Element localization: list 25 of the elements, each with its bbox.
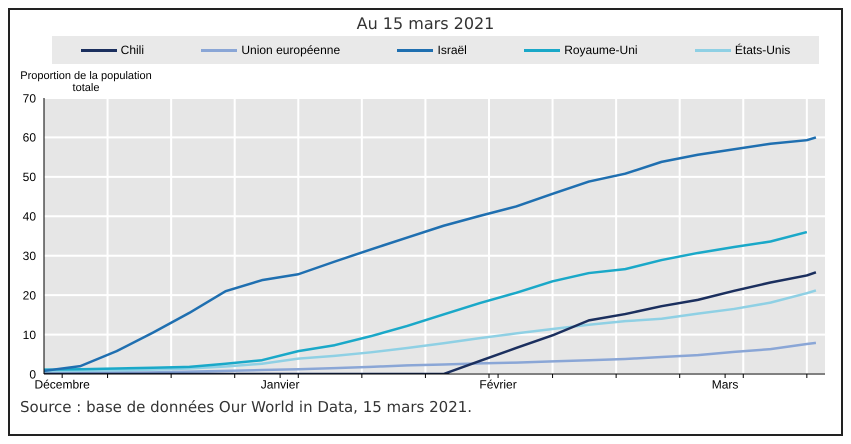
y-tick-label: 30 [22, 248, 36, 263]
y-tick-label: 50 [22, 170, 36, 184]
x-tick-label: Février [479, 378, 517, 392]
y-tick-label: 20 [22, 288, 36, 302]
line-series [44, 271, 818, 374]
y-axis-title: Proportion de la population totale [19, 70, 153, 94]
line-series [44, 230, 808, 371]
chart-title: Au 15 mars 2021 [356, 14, 496, 35]
y-tick-label: 40 [22, 210, 36, 224]
y-tick-label: 0 [29, 367, 36, 382]
y-tick-label: 10 [22, 328, 36, 342]
legend-label: Chili [120, 43, 144, 57]
source-note: Source : base de données Our World in Data, 15 mars 2021. [20, 398, 474, 416]
legend-label: Israël [437, 43, 467, 57]
y-tick-label: 60 [22, 130, 36, 145]
legend-label: Union européenne [241, 43, 340, 57]
x-tick-label: Mars [712, 378, 738, 392]
y-tick-label: 70 [22, 91, 36, 106]
line-series [44, 342, 818, 374]
line-series [44, 136, 818, 372]
legend-label: États-Unis [734, 43, 790, 57]
x-tick-label: Décembre [34, 378, 90, 392]
legend-label: Royaume-Uni [564, 43, 638, 57]
line-series [44, 289, 818, 372]
x-tick-label: Janvier [260, 378, 300, 392]
